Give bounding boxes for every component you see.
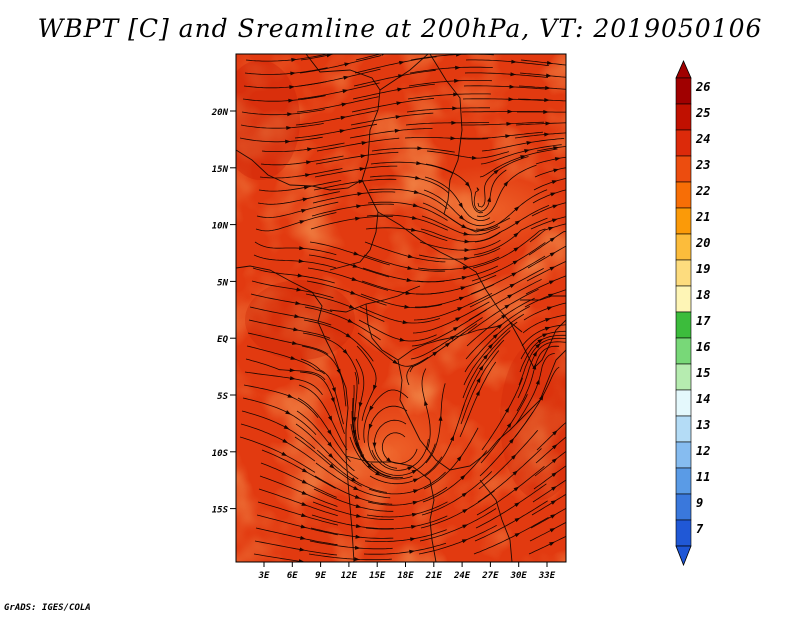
colorbar-swatch: [675, 233, 692, 261]
temperature-colorbar: 26 25 24 23 22 21 20 19 18 17 16 15 14 13 12 11 9 7: [675, 60, 711, 567]
lon-label: 30E: [510, 571, 528, 581]
colorbar-label: 12: [696, 444, 710, 458]
map-title: WBPT [C] and Sreamline at 200hPa, VT: 20…: [37, 14, 763, 43]
colorbar-label: 11: [696, 470, 710, 484]
colorbar-swatch: [675, 129, 692, 157]
colorbar-bottom-arrow: [675, 545, 692, 567]
lat-label: EQ: [217, 335, 228, 345]
colorbar-label: 7: [696, 522, 704, 536]
colorbar-label: 23: [695, 158, 710, 172]
colorbar-top-arrow: [675, 60, 692, 79]
colorbar-label: 24: [695, 132, 710, 146]
colorbar-label: 25: [695, 106, 710, 120]
colorbar-swatch: [675, 519, 692, 547]
colorbar-swatch: [675, 77, 692, 105]
colorbar-label: 14: [696, 392, 710, 406]
colorbar-label: 15: [696, 366, 710, 380]
colorbar-swatch: [675, 155, 692, 183]
lon-label: 18E: [397, 571, 414, 581]
lat-label: 10S: [212, 449, 229, 459]
colorbar-label: 22: [695, 184, 710, 198]
lon-label: 6E: [287, 571, 298, 581]
lon-label: 33E: [538, 571, 556, 581]
map-frame: [235, 53, 567, 563]
lon-label: 3E: [258, 571, 270, 581]
latitude-axis: 20N 15N 10N 5N EQ 5S 10S 15S: [211, 108, 236, 516]
lat-label: 5S: [217, 392, 228, 402]
lat-label: 15S: [212, 506, 229, 516]
colorbar-swatch: [675, 181, 692, 209]
lon-label: 15E: [369, 571, 386, 581]
grads-credit: GrADS: IGES/COLA: [4, 603, 91, 613]
lat-label: 5N: [217, 278, 228, 288]
colorbar-label: 20: [695, 236, 710, 250]
colorbar-swatch: [675, 363, 692, 391]
colorbar-swatch: [675, 311, 692, 339]
lon-label: 24E: [453, 571, 471, 581]
colorbar-label: 9: [696, 496, 703, 510]
lon-label: 21E: [425, 571, 443, 581]
colorbar-label: 19: [696, 262, 710, 276]
streamline-arrows: [281, 54, 561, 562]
colorbar-swatch: [675, 415, 692, 443]
colorbar-label: 13: [696, 418, 710, 432]
colorbar-swatch: [675, 337, 692, 365]
colorbar-swatch: [675, 389, 692, 417]
colorbar-swatch: [675, 467, 692, 495]
lon-label: 9E: [315, 571, 326, 581]
streamlines: [239, 54, 566, 562]
colorbar-swatch: [675, 103, 692, 131]
colorbar-swatch: [675, 493, 692, 521]
colorbar-label: 26: [695, 80, 710, 94]
colorbar-swatch: [675, 441, 692, 469]
colorbar-label: 21: [695, 210, 710, 224]
colorbar-label: 16: [696, 340, 710, 354]
lon-label: 12E: [341, 571, 358, 581]
colorbar-swatch: [675, 207, 692, 235]
lat-label: 10N: [212, 222, 229, 232]
longitude-axis: 3E 6E 9E 12E 15E 18E 21E 24E 27E 30E 33E: [258, 562, 556, 581]
colorbar-swatch: [675, 285, 692, 313]
lat-label: 15N: [212, 165, 229, 175]
colorbar-swatch: [675, 259, 692, 287]
lon-label: 27E: [481, 571, 499, 581]
colorbar-label: 17: [696, 314, 711, 328]
lat-label: 20N: [211, 108, 229, 118]
colorbar-label: 18: [696, 288, 710, 302]
